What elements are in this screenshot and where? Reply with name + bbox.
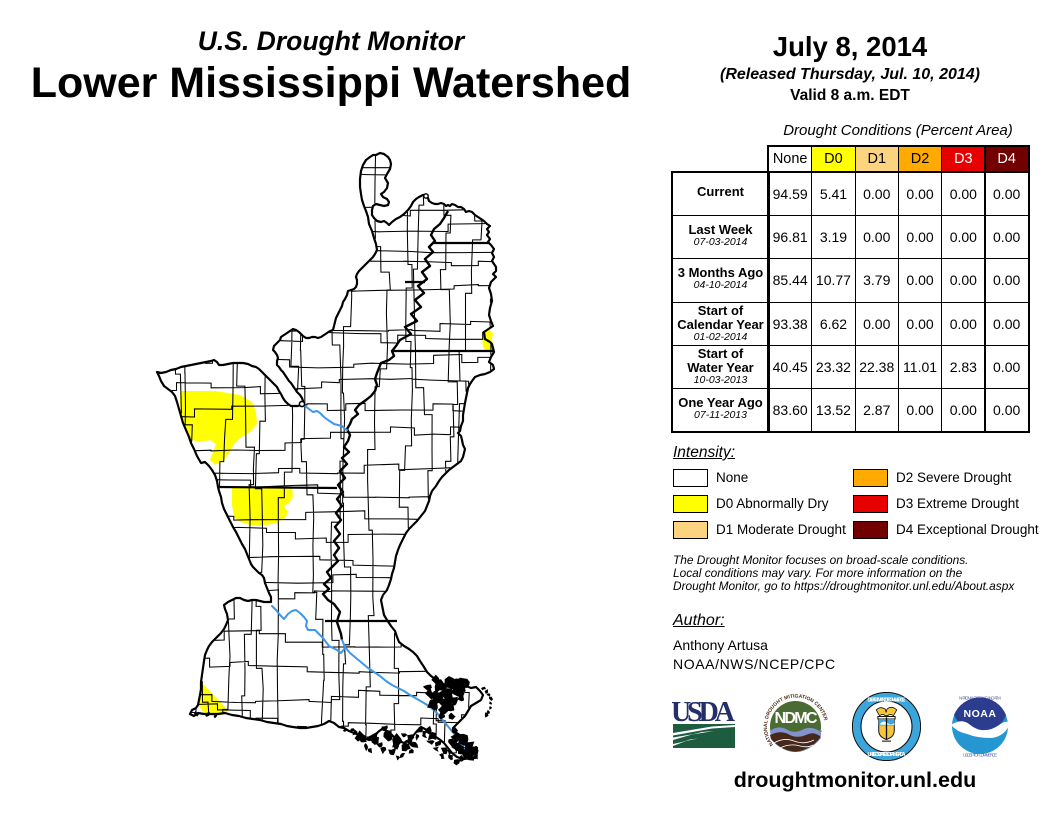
svg-text:USDA: USDA (672, 700, 736, 728)
svg-text:U.S. DEPT OF COMMERCE: U.S. DEPT OF COMMERCE (963, 753, 997, 758)
svg-text:NDMC: NDMC (775, 710, 818, 727)
svg-text:UNITED STATES OF AMERICA: UNITED STATES OF AMERICA (868, 752, 906, 758)
svg-text:DEPARTMENT OF COMMERCE: DEPARTMENT OF COMMERCE (868, 698, 906, 704)
svg-text:NOAA: NOAA (964, 708, 997, 720)
